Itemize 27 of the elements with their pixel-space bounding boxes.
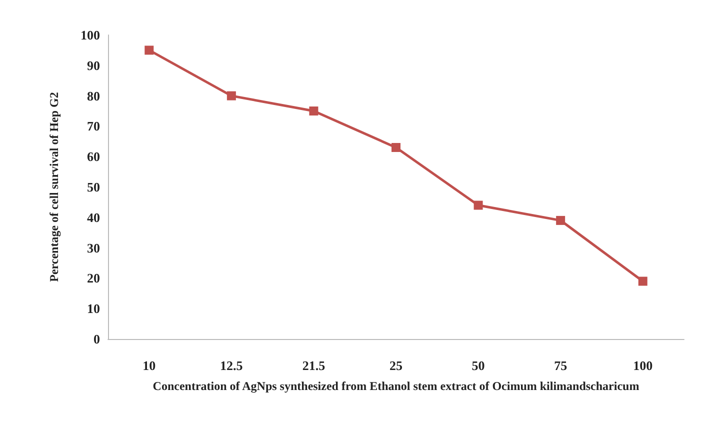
y-axis-title: Percentage of cell survival of Hep G2 [47, 92, 61, 282]
x-tick-label: 25 [390, 358, 403, 373]
y-tick-label: 50 [87, 180, 100, 194]
point [638, 276, 648, 286]
point [226, 91, 236, 100]
x-tick-label: 50 [472, 358, 485, 373]
x-tick-label: 10 [142, 358, 156, 373]
y-tick-label: 0 [94, 332, 100, 346]
x-tick-label: 100 [633, 358, 653, 373]
y-tick-label: 40 [87, 210, 100, 225]
point [474, 200, 483, 210]
y-tick-label: 60 [87, 149, 100, 164]
y-tick-label: 10 [87, 301, 100, 316]
x-tick-label: 12.5 [220, 358, 244, 373]
y-tick-label: 80 [87, 88, 100, 104]
point [144, 46, 154, 55]
point [392, 142, 400, 152]
y-tick-label: 100 [80, 28, 100, 42]
y-tick-label: 90 [87, 58, 100, 73]
x-axis-title: Concentration of AgNps synthesized from Ethanol stem extract of Ocimum kilimandscharicum [152, 379, 640, 393]
y-tick-label: 70 [87, 118, 100, 134]
x-tick-label: 75 [554, 358, 568, 373]
point [309, 106, 318, 116]
y-tick-label: 20 [87, 270, 100, 286]
point [556, 216, 566, 225]
y-tick-label: 30 [87, 240, 100, 256]
x-tick-label: 21.5 [302, 358, 326, 373]
